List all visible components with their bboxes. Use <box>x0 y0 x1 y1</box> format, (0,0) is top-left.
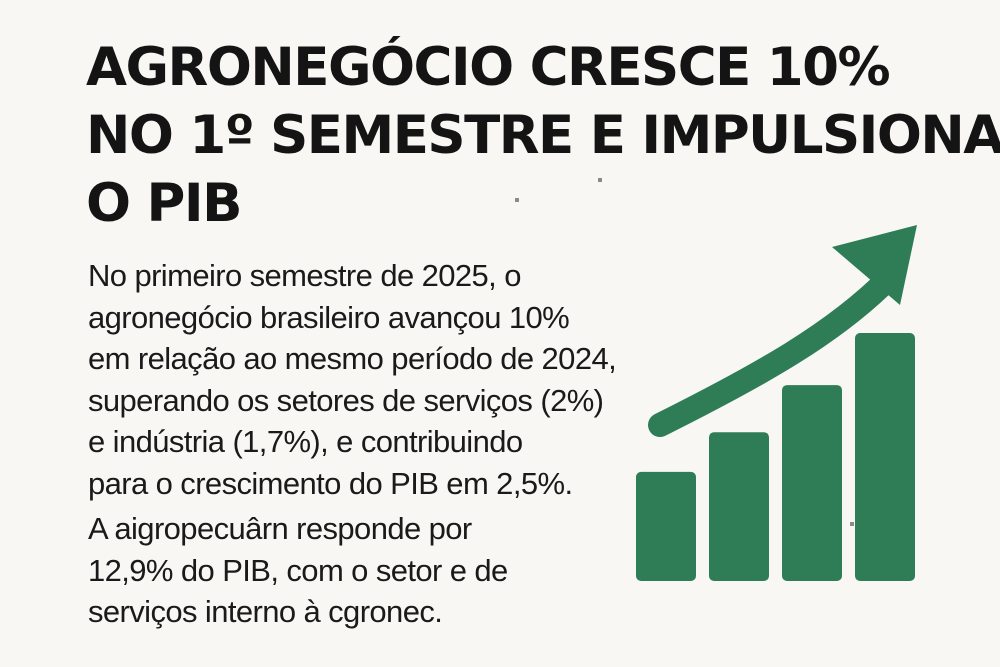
headline-line-3: O PIB <box>86 173 242 234</box>
growth-bar <box>855 333 915 581</box>
decorative-speck <box>515 198 519 202</box>
growth-bar <box>782 385 842 581</box>
growth-bar-chart-icon <box>620 215 930 595</box>
paragraph-2-line: serviços interno à cgronec. <box>88 594 443 629</box>
paragraph-1-line: e indústria (1,7%), e contribuindo <box>88 424 523 459</box>
paragraph-1-line: agronegócio brasileiro avançou 10% <box>88 299 570 335</box>
growth-graphic-svg <box>636 225 917 581</box>
paragraph-1-line: em relação ao mesmo período de 2024, <box>88 341 617 376</box>
arrow-shaft <box>648 265 902 437</box>
paragraph-1-line: para o crescimento do PIB em 2,5%. <box>88 465 573 501</box>
growth-bar <box>709 432 769 581</box>
paragraph-1-line: No primeiro semestre de 2025, o <box>88 258 521 293</box>
paragraph-2-line: 12,9% do PIB, com o setor e de <box>88 552 508 588</box>
headline-line-1: AGRONEGÓCIO CRESCE 10% <box>86 37 891 98</box>
growth-bar <box>636 471 696 581</box>
decorative-speck <box>850 522 854 526</box>
paragraph-2-line: A aigropecuârn responde por <box>88 511 472 546</box>
paragraph-1: No primeiro semestre de 2025, o agronegó… <box>88 255 648 504</box>
paragraph-1-line: superando os setores de serviços (2%) <box>88 382 604 418</box>
decorative-speck <box>598 178 602 182</box>
arrow-head-icon <box>832 225 917 305</box>
headline: AGRONEGÓCIO CRESCE 10% NO 1º SEMESTRE E … <box>86 34 1000 238</box>
bars-group <box>636 333 915 581</box>
paragraph-2: A aigropecuârn responde por 12,9% do PIB… <box>88 508 648 633</box>
headline-line-2: NO 1º SEMESTRE E IMPULSIONA <box>86 105 1000 166</box>
